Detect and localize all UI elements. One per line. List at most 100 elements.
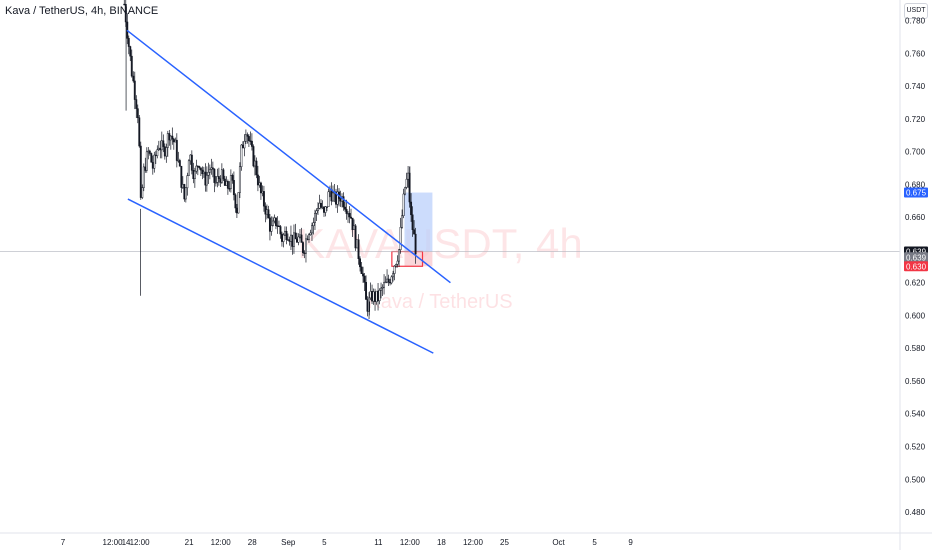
- candle-body: [238, 166, 241, 193]
- x-tick-label: 9: [628, 538, 633, 547]
- candle-body: [393, 265, 396, 274]
- candle-body: [135, 99, 138, 109]
- x-tick-label: 25: [500, 538, 509, 547]
- candle-body: [213, 168, 216, 183]
- candle-body: [279, 226, 282, 235]
- candle-body: [217, 176, 220, 179]
- x-tick-label: 5: [592, 538, 597, 547]
- candle-body: [270, 225, 273, 232]
- price-tag-label: 0.639: [906, 253, 927, 262]
- candle-body: [347, 212, 349, 215]
- candle-body: [302, 242, 304, 254]
- candle-body: [277, 225, 280, 227]
- candle-body: [250, 140, 253, 147]
- candle-body: [187, 160, 190, 176]
- candle-body: [171, 135, 174, 140]
- chart-title: Kava / TetherUS, 4h, BINANCE: [5, 5, 159, 17]
- x-tick-label: 12:00: [130, 538, 151, 547]
- candle-body: [264, 205, 267, 215]
- x-tick-label: 18: [437, 538, 446, 547]
- candle-body: [243, 141, 246, 149]
- candle-body: [324, 206, 327, 213]
- candle-body: [231, 175, 234, 181]
- y-tick-label: 0.580: [905, 344, 926, 353]
- candle-body: [237, 192, 240, 214]
- candle-body: [255, 160, 258, 176]
- candle-body: [159, 147, 162, 151]
- candle-body: [172, 138, 175, 143]
- y-tick-label: 0.700: [905, 148, 926, 157]
- candle-body: [145, 151, 148, 171]
- candle-body: [282, 234, 285, 242]
- price-tag: 0.630: [904, 261, 928, 272]
- candle-body: [351, 217, 354, 230]
- candle-body: [198, 166, 201, 169]
- candle-body: [261, 191, 264, 194]
- candle-body: [241, 144, 244, 149]
- candle-body: [395, 264, 398, 267]
- candle-body: [372, 291, 375, 302]
- x-tick-label: 5: [322, 538, 327, 547]
- candle-body: [253, 160, 256, 167]
- candle-body: [244, 134, 247, 142]
- candle-body: [348, 212, 351, 218]
- candle-body: [300, 234, 303, 243]
- candle-body: [268, 217, 271, 232]
- candle-body: [226, 181, 229, 189]
- candle-body: [303, 252, 306, 254]
- candle-body: [154, 154, 157, 157]
- candle-body: [184, 187, 187, 200]
- candle-body: [189, 154, 192, 162]
- candle-body: [311, 225, 313, 234]
- candle-body: [369, 291, 372, 299]
- candle-body: [273, 217, 276, 222]
- watermark-name: Kava / TetherUS: [367, 291, 512, 313]
- candle-body: [350, 216, 352, 219]
- candle-body: [156, 149, 159, 156]
- candle-body: [220, 169, 223, 183]
- candle-body: [323, 206, 325, 213]
- price-tag-bg: [904, 261, 928, 272]
- y-tick-label: 0.720: [905, 115, 926, 124]
- candle-body: [214, 182, 217, 184]
- candle-body: [314, 213, 316, 223]
- candle-body: [411, 214, 414, 230]
- candle-body: [326, 206, 328, 208]
- candle-body: [192, 170, 195, 179]
- candle-body: [169, 135, 172, 141]
- candle-body: [309, 232, 312, 235]
- candle-body: [160, 140, 163, 151]
- trendline-lower: [127, 198, 434, 354]
- candle-body: [354, 225, 357, 249]
- candle-body: [223, 178, 226, 186]
- candle-body: [405, 178, 408, 188]
- candle-body: [168, 133, 171, 141]
- candle-body: [174, 139, 177, 143]
- candle-body: [374, 291, 376, 302]
- candle-body: [205, 175, 208, 186]
- y-tick-label: 0.680: [905, 180, 926, 189]
- y-tick-label: 0.520: [905, 443, 926, 452]
- y-tick-label: 0.540: [905, 410, 926, 419]
- x-tick-label: 28: [248, 538, 257, 547]
- candle-body: [246, 134, 249, 137]
- candle-body: [201, 169, 204, 175]
- candle-body: [414, 233, 417, 255]
- candle-body: [147, 150, 150, 153]
- candle-body: [332, 192, 334, 202]
- candle-body: [362, 273, 364, 277]
- x-tick-label: 14: [122, 538, 131, 547]
- candle-body: [175, 139, 178, 161]
- candle-body: [389, 282, 392, 284]
- candle-body: [342, 196, 345, 208]
- candle-body: [144, 166, 147, 171]
- candle-body: [320, 202, 322, 208]
- candle-body: [271, 220, 274, 226]
- currency-selector[interactable]: USDT: [904, 3, 928, 19]
- candle-body: [199, 167, 202, 171]
- candle-body: [306, 238, 309, 240]
- stop-zone: [404, 251, 433, 267]
- candle-body: [329, 189, 331, 193]
- x-tick-label: 11: [374, 538, 383, 547]
